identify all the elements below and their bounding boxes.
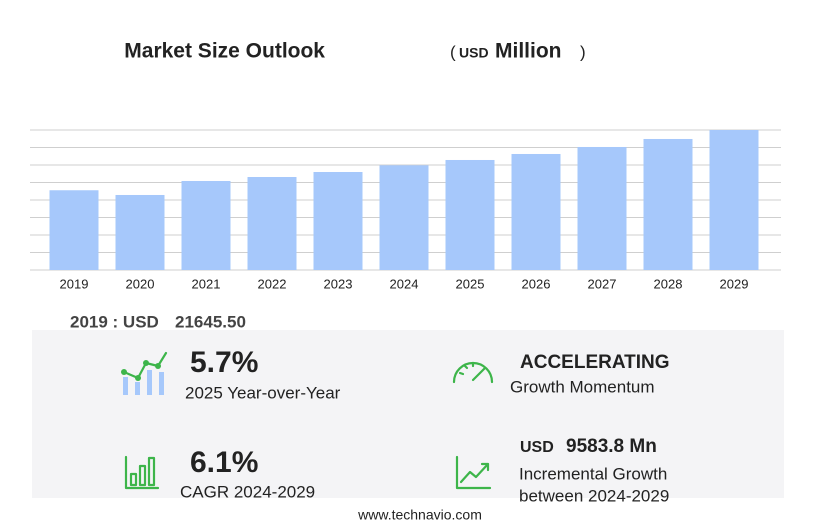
stat-label: Growth Momentum <box>510 377 655 396</box>
summary-label: 2019 : USD <box>70 312 159 331</box>
unit-open: ( <box>450 42 456 61</box>
line-chart-icon <box>455 455 492 490</box>
bar <box>709 130 759 270</box>
stat-value: 6.1% <box>190 446 258 479</box>
x-tick-label: 2023 <box>324 276 353 291</box>
unit-name: Million <box>495 40 562 63</box>
x-tick-label: 2029 <box>720 276 749 291</box>
bar <box>247 177 297 270</box>
stat-value-prefix: USD <box>520 439 554 456</box>
stat-label: CAGR 2024-2029 <box>180 482 315 501</box>
stat-value: ACCELERATING <box>520 352 670 373</box>
footer: www.technavio.com <box>357 507 482 523</box>
bar <box>49 190 99 270</box>
bar-chart-icon <box>124 455 160 490</box>
x-tick-label: 2025 <box>456 276 485 291</box>
stats-panel <box>32 330 784 498</box>
stat-label: between 2024-2029 <box>519 486 669 505</box>
x-tick-label: 2019 <box>60 276 89 291</box>
bar <box>313 172 363 270</box>
bar <box>643 138 693 270</box>
chart-title: Market Size Outlook <box>124 40 325 63</box>
bar <box>379 165 429 270</box>
x-tick-label: 2026 <box>522 276 551 291</box>
bar <box>181 180 231 270</box>
x-tick-label: 2020 <box>126 276 155 291</box>
bar <box>445 159 495 270</box>
bar <box>115 194 165 270</box>
unit-close: ) <box>580 42 586 61</box>
stat-value: 5.7% <box>190 346 258 379</box>
x-tick-label: 2022 <box>258 276 287 291</box>
bar <box>511 153 561 270</box>
x-tick-label: 2021 <box>192 276 221 291</box>
x-tick-label: 2024 <box>390 276 419 291</box>
bar <box>577 146 627 270</box>
gauge-icon <box>452 361 494 384</box>
summary-value: 21645.50 <box>175 312 246 331</box>
stat-label: 2025 Year-over-Year <box>185 383 341 402</box>
stat-value: 9583.8 Mn <box>566 436 657 457</box>
x-tick-label: 2027 <box>588 276 617 291</box>
growth-icon <box>121 351 168 395</box>
unit-currency: USD <box>459 45 489 61</box>
stat-label: Incremental Growth <box>519 464 667 483</box>
x-tick-label: 2028 <box>654 276 683 291</box>
